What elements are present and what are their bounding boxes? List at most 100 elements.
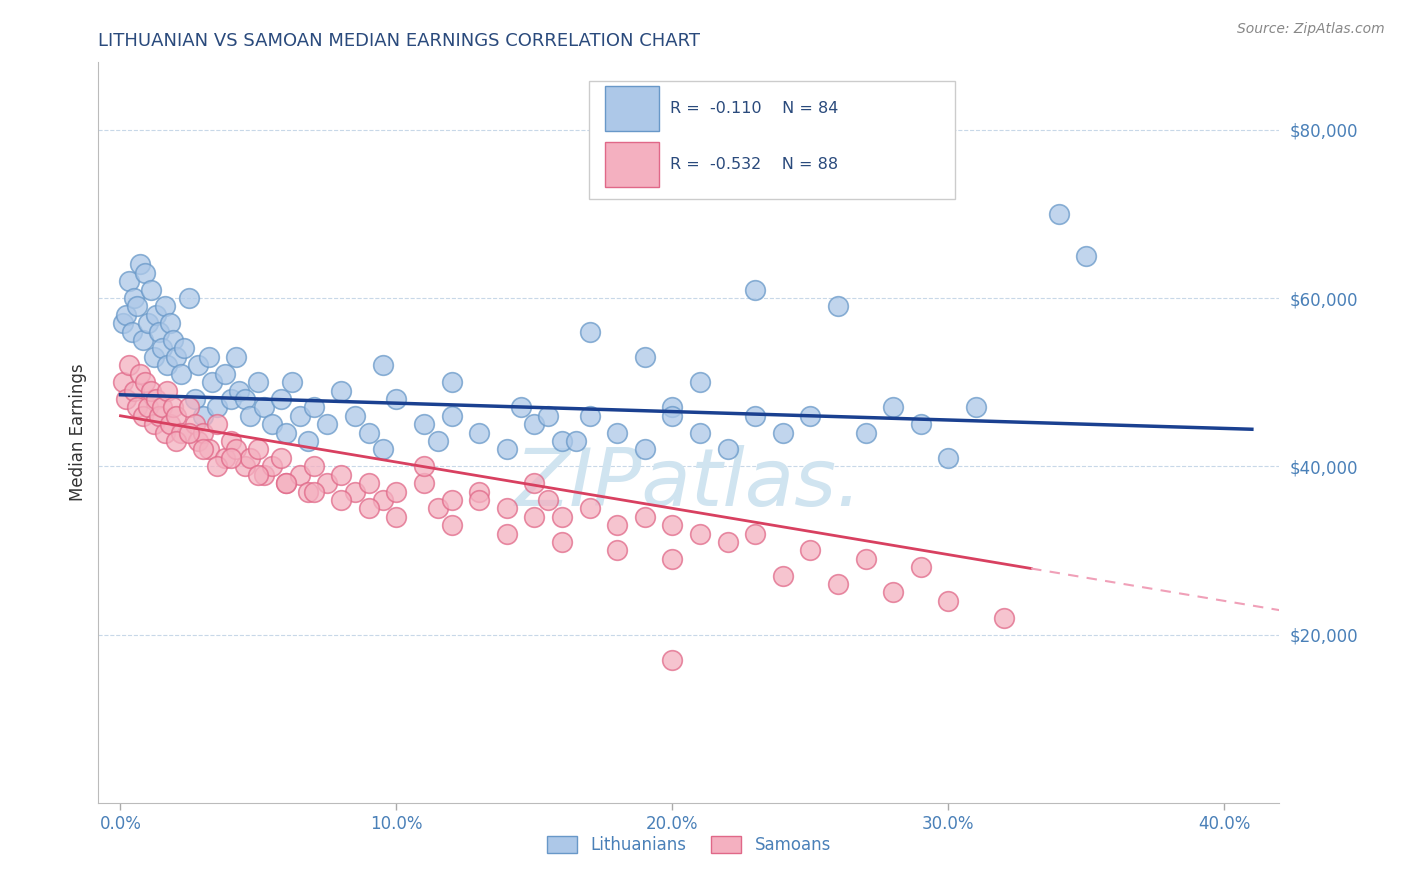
Point — [170, 367, 193, 381]
Point — [205, 401, 228, 415]
Point — [509, 401, 531, 415]
Point — [247, 442, 270, 457]
Point — [993, 610, 1015, 624]
Point — [302, 484, 325, 499]
Point — [125, 300, 148, 314]
Point — [1047, 207, 1070, 221]
Point — [468, 425, 491, 440]
Text: LITHUANIAN VS SAMOAN MEDIAN EARNINGS CORRELATION CHART: LITHUANIAN VS SAMOAN MEDIAN EARNINGS COR… — [98, 32, 700, 50]
Point — [165, 434, 187, 448]
Point — [744, 283, 766, 297]
Point — [385, 484, 408, 499]
Point — [297, 434, 319, 448]
Point — [128, 257, 150, 271]
Point — [330, 467, 353, 482]
Point — [578, 325, 600, 339]
Point — [233, 459, 256, 474]
Point — [162, 333, 184, 347]
Point — [413, 459, 436, 474]
Point — [413, 476, 436, 491]
Point — [219, 434, 242, 448]
Point — [193, 442, 215, 457]
Point — [131, 333, 153, 347]
Point — [910, 560, 932, 574]
Point — [156, 384, 179, 398]
Text: Source: ZipAtlas.com: Source: ZipAtlas.com — [1237, 22, 1385, 37]
Point — [426, 501, 449, 516]
Point — [148, 409, 170, 423]
Point — [165, 350, 187, 364]
Point — [357, 425, 380, 440]
Y-axis label: Median Earnings: Median Earnings — [69, 364, 87, 501]
Point — [827, 300, 849, 314]
Point — [965, 401, 987, 415]
Point — [139, 283, 162, 297]
Point — [274, 476, 297, 491]
Point — [827, 577, 849, 591]
Point — [344, 484, 367, 499]
Point — [495, 442, 517, 457]
Point — [578, 409, 600, 423]
Point — [606, 543, 628, 558]
Point — [495, 526, 517, 541]
Point — [661, 518, 683, 533]
FancyBboxPatch shape — [605, 142, 659, 186]
Point — [112, 375, 135, 389]
Point — [136, 316, 159, 330]
Point — [159, 316, 181, 330]
Point — [219, 450, 242, 465]
Point — [440, 518, 463, 533]
Point — [661, 551, 683, 566]
Point — [302, 401, 325, 415]
Point — [124, 291, 146, 305]
Point — [882, 401, 904, 415]
Point — [179, 291, 201, 305]
Point — [262, 459, 284, 474]
Point — [159, 417, 181, 432]
Point — [855, 551, 877, 566]
Point — [233, 392, 256, 406]
Point — [371, 492, 394, 507]
Point — [537, 492, 560, 507]
Point — [744, 526, 766, 541]
Point — [214, 450, 236, 465]
Point — [198, 442, 221, 457]
Point — [716, 442, 738, 457]
Point — [165, 409, 187, 423]
Point — [112, 316, 135, 330]
Point — [145, 392, 167, 406]
Point — [661, 653, 683, 667]
Point — [179, 425, 201, 440]
Point — [219, 392, 242, 406]
Point — [523, 417, 546, 432]
Point — [297, 484, 319, 499]
Point — [426, 434, 449, 448]
Point — [247, 375, 270, 389]
Point — [153, 425, 176, 440]
Point — [162, 401, 184, 415]
Point — [537, 409, 560, 423]
Point — [1076, 249, 1098, 263]
Point — [205, 459, 228, 474]
Point — [142, 417, 165, 432]
Point — [440, 375, 463, 389]
Point — [187, 359, 209, 373]
Point — [193, 409, 215, 423]
Point — [214, 367, 236, 381]
Point — [744, 409, 766, 423]
Point — [689, 526, 711, 541]
Point — [274, 425, 297, 440]
Legend: Lithuanians, Samoans: Lithuanians, Samoans — [540, 830, 838, 861]
Point — [274, 476, 297, 491]
Point — [440, 492, 463, 507]
Point — [187, 434, 209, 448]
Point — [772, 425, 794, 440]
Point — [139, 384, 162, 398]
Point — [523, 476, 546, 491]
Point — [280, 375, 302, 389]
Point — [288, 467, 311, 482]
Point — [357, 476, 380, 491]
Point — [205, 417, 228, 432]
FancyBboxPatch shape — [605, 87, 659, 131]
Point — [772, 568, 794, 582]
